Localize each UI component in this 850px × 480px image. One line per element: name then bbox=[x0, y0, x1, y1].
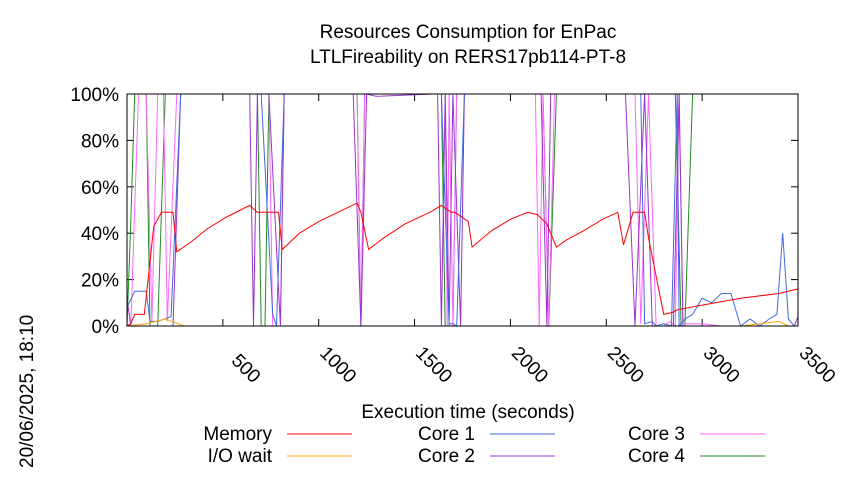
x-tick-label: 500 bbox=[227, 350, 264, 387]
plot-frame bbox=[126, 93, 799, 327]
series-line-memory bbox=[126, 202, 799, 327]
y-tick-label: 40% bbox=[81, 224, 119, 245]
chart-subtitle: LTLFireability on RERS17pb114-PT-8 bbox=[310, 47, 626, 68]
x-tick-label: 2500 bbox=[603, 343, 648, 388]
legend-label-core-1: Core 1 bbox=[418, 424, 475, 445]
x-axis-label: Execution time (seconds) bbox=[361, 402, 574, 423]
legend-label-memory: Memory bbox=[203, 424, 272, 445]
x-tick-label: 1500 bbox=[411, 343, 456, 388]
y-tick-label: 100% bbox=[70, 85, 119, 106]
legend-label-core-2: Core 2 bbox=[418, 446, 475, 467]
series-line-core-2 bbox=[126, 93, 799, 327]
x-tick-label: 1000 bbox=[315, 343, 360, 388]
chart-title: Resources Consumption for EnPac bbox=[320, 22, 617, 43]
y-axis-ticks: 0% 20% 40% 60% 80% 100% bbox=[70, 85, 798, 338]
x-tick-label: 3500 bbox=[795, 343, 840, 388]
y-tick-label: 60% bbox=[81, 178, 119, 199]
y-tick-label: 0% bbox=[92, 317, 120, 338]
y-tick-label: 20% bbox=[81, 271, 119, 292]
legend-label-i-o-wait: I/O wait bbox=[208, 446, 273, 467]
series-layer bbox=[126, 93, 799, 328]
timestamp: 20/06/2025, 18:10 bbox=[17, 315, 38, 468]
x-tick-label: 2000 bbox=[507, 343, 552, 388]
series-line-i-o-wait bbox=[126, 318, 798, 327]
y-tick-label: 80% bbox=[81, 131, 119, 152]
x-axis-ticks: 500 1000 1500 2000 2500 3000 3500 bbox=[222, 94, 840, 388]
legend-label-core-3: Core 3 bbox=[628, 424, 685, 445]
x-tick-label: 3000 bbox=[699, 343, 744, 388]
legend-label-core-4: Core 4 bbox=[628, 446, 685, 467]
